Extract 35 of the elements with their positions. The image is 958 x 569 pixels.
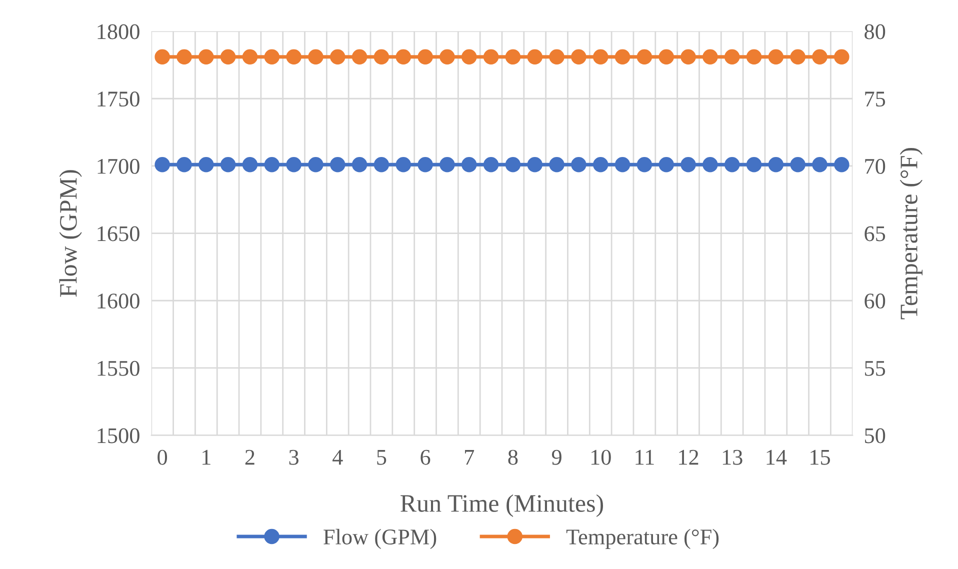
y-tick-label: 1750 — [98, 92, 140, 107]
y2-tick-label: 70 — [865, 158, 886, 174]
x-tick-label: 10 — [591, 450, 611, 465]
x-tick-label: 14 — [766, 450, 787, 465]
y-tick-label: 1700 — [98, 158, 140, 174]
x-tick-label: 11 — [636, 450, 654, 465]
y2-tick-label: 75 — [865, 92, 886, 107]
y2-tick-label: 65 — [864, 226, 886, 242]
y-tick-label: 1500 — [98, 428, 140, 444]
x-tick-label: 15 — [810, 450, 830, 465]
y2-tick-label: 55 — [865, 361, 886, 376]
y2-tick-label: 60 — [864, 294, 886, 309]
x-tick-label: 1 — [202, 450, 210, 465]
legend-label: Flow (GPM) — [324, 528, 436, 549]
y-tick-label: 1650 — [98, 226, 140, 242]
y-axis-title: Flow (GPM) — [59, 170, 82, 297]
x-tick-label: 9 — [552, 450, 562, 465]
x-tick-label: 5 — [377, 450, 386, 465]
legend-label: Temperature (°F) — [566, 528, 719, 549]
y-tick-label: 1600 — [98, 294, 140, 309]
x-tick-label: 12 — [679, 450, 698, 465]
y2-axis-title: Temperature (°F) — [900, 148, 923, 320]
y2-tick-label: 50 — [865, 428, 886, 444]
x-tick-label: 8 — [508, 450, 518, 465]
x-tick-label: 2 — [245, 450, 254, 465]
y-tick-label: 1550 — [98, 360, 140, 376]
x-axis-title: Run Time (Minutes) — [400, 494, 603, 517]
x-tick-label: 7 — [465, 450, 474, 465]
y2-tick-label: 80 — [864, 24, 886, 40]
x-tick-label: 3 — [289, 450, 298, 465]
x-tick-label: 0 — [158, 450, 168, 465]
x-tick-label: 6 — [420, 450, 430, 465]
y-tick-label: 1800 — [98, 24, 140, 40]
x-tick-label: 13 — [722, 450, 742, 465]
x-tick-label: 4 — [332, 450, 343, 465]
